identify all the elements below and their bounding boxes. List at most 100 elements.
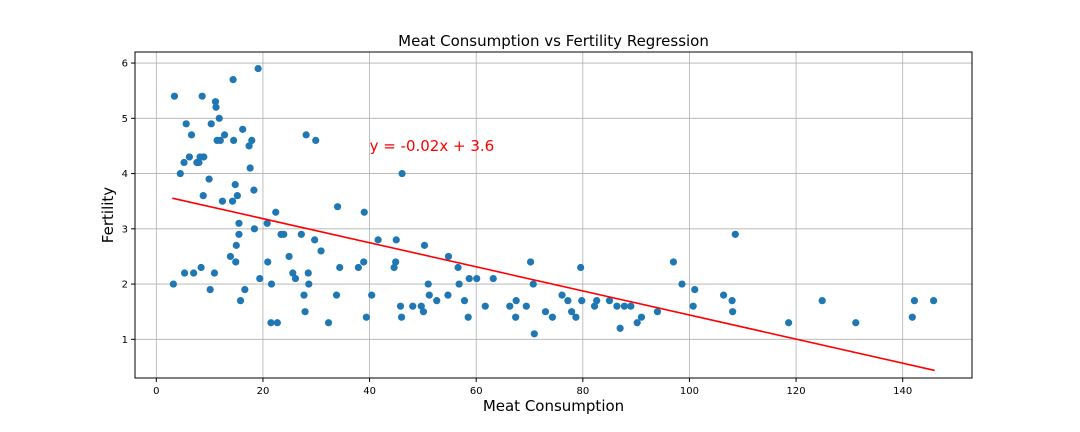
data-point (392, 258, 400, 266)
data-point (409, 302, 417, 310)
data-point (218, 197, 227, 205)
grid (135, 52, 972, 378)
data-point (205, 175, 213, 183)
data-point (613, 302, 621, 310)
data-point (616, 324, 624, 332)
data-point (785, 319, 793, 327)
y-axis-title: Fertility (99, 187, 117, 243)
data-point (233, 192, 241, 200)
data-point (530, 330, 538, 338)
data-point (231, 181, 239, 189)
data-point (228, 197, 237, 205)
data-point (729, 308, 737, 316)
data-point (577, 263, 585, 272)
data-point (473, 274, 481, 283)
data-point (417, 302, 425, 310)
data-point (248, 136, 256, 145)
y-tick-label: 4 (122, 169, 128, 180)
data-point (908, 313, 916, 321)
data-point (719, 291, 728, 299)
data-point (669, 258, 678, 266)
data-point (236, 297, 245, 305)
data-point (311, 236, 319, 244)
data-point (390, 263, 398, 272)
data-point (541, 308, 550, 316)
data-point (360, 208, 368, 216)
data-point (239, 125, 247, 133)
data-point (197, 263, 205, 272)
data-point (633, 319, 641, 327)
data-point (444, 252, 453, 261)
data-point (180, 269, 189, 277)
data-point (291, 274, 300, 283)
data-point (180, 158, 188, 167)
plot-area-frame (134, 51, 973, 379)
data-point (529, 280, 537, 288)
data-point (333, 203, 342, 211)
data-point (653, 308, 662, 316)
data-point (190, 269, 198, 277)
x-tick-label: 100 (680, 386, 699, 397)
data-point (392, 236, 400, 244)
data-point (305, 280, 313, 288)
data-point (297, 230, 305, 238)
data-point (930, 297, 938, 305)
data-point (728, 297, 736, 305)
data-point (304, 269, 312, 277)
data-point (397, 313, 406, 321)
data-point (207, 120, 215, 128)
data-point (852, 319, 860, 327)
data-point (216, 136, 224, 145)
y-tick-label: 5 (122, 114, 128, 125)
data-point (232, 258, 240, 266)
data-point (731, 230, 739, 238)
data-point (548, 313, 557, 321)
data-point (425, 291, 433, 299)
data-points (169, 64, 938, 338)
data-point (620, 302, 629, 310)
x-tick-label: 20 (257, 386, 270, 397)
data-point (289, 269, 297, 277)
data-point (691, 285, 699, 294)
data-point (558, 291, 566, 299)
data-point (241, 285, 249, 294)
data-point (454, 263, 462, 272)
data-point (170, 92, 179, 100)
data-point (455, 280, 463, 288)
data-point (200, 153, 208, 161)
data-point (195, 158, 203, 167)
data-point (678, 280, 686, 288)
data-point (362, 313, 370, 321)
data-point (272, 208, 280, 216)
data-point (444, 291, 452, 299)
data-point (419, 308, 428, 316)
data-point (215, 114, 223, 122)
data-point (332, 291, 341, 299)
x-tick-label: 60 (470, 386, 483, 397)
data-point (280, 230, 288, 238)
data-point (605, 297, 614, 305)
axis-ticks: 0 20 40 60 80 100 120 140 1 2 3 4 5 6 (122, 59, 913, 397)
data-point (220, 131, 229, 139)
y-tick-label: 6 (122, 59, 128, 70)
data-point (185, 153, 193, 161)
data-point (267, 280, 276, 288)
data-point (818, 297, 826, 305)
data-point (627, 302, 635, 310)
data-point (464, 313, 472, 321)
data-point (302, 131, 310, 139)
y-tick-label: 2 (122, 280, 128, 291)
data-point (910, 297, 919, 305)
data-point (250, 225, 259, 233)
data-point (526, 258, 535, 266)
data-point (182, 120, 190, 128)
data-point (465, 274, 473, 283)
data-point (374, 236, 382, 244)
data-point (229, 76, 237, 84)
data-point (245, 142, 253, 150)
data-point (368, 291, 376, 299)
data-point (578, 297, 586, 305)
data-point (593, 297, 601, 305)
data-point (285, 252, 293, 261)
data-point (206, 285, 214, 294)
